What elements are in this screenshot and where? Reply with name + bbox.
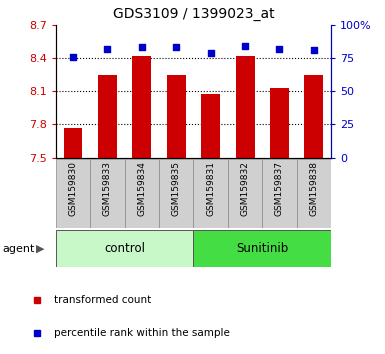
Bar bbox=[98, 75, 117, 158]
Text: percentile rank within the sample: percentile rank within the sample bbox=[54, 328, 230, 338]
Bar bbox=[270, 88, 289, 158]
Bar bbox=[262, 159, 297, 228]
Text: GSM159837: GSM159837 bbox=[275, 161, 284, 216]
Point bbox=[139, 45, 145, 50]
Bar bbox=[228, 159, 262, 228]
Text: GSM159833: GSM159833 bbox=[103, 161, 112, 216]
Text: control: control bbox=[104, 242, 145, 255]
Bar bbox=[305, 75, 323, 158]
Text: GSM159832: GSM159832 bbox=[241, 161, 249, 216]
Bar bbox=[194, 230, 331, 267]
Bar bbox=[194, 159, 228, 228]
Point bbox=[173, 45, 179, 50]
Text: ▶: ▶ bbox=[36, 244, 44, 254]
Text: GSM159835: GSM159835 bbox=[172, 161, 181, 216]
Point bbox=[276, 46, 283, 51]
Bar bbox=[159, 159, 194, 228]
Text: transformed count: transformed count bbox=[54, 296, 152, 306]
Point bbox=[104, 46, 110, 51]
Point bbox=[208, 50, 214, 56]
Text: GSM159834: GSM159834 bbox=[137, 161, 146, 216]
Title: GDS3109 / 1399023_at: GDS3109 / 1399023_at bbox=[113, 7, 274, 21]
Bar bbox=[236, 56, 254, 158]
Text: GSM159838: GSM159838 bbox=[310, 161, 318, 216]
Bar bbox=[132, 56, 151, 158]
Text: GSM159830: GSM159830 bbox=[69, 161, 77, 216]
Bar bbox=[167, 75, 186, 158]
Text: Sunitinib: Sunitinib bbox=[236, 242, 288, 255]
Text: GSM159831: GSM159831 bbox=[206, 161, 215, 216]
Bar bbox=[201, 95, 220, 158]
Bar bbox=[64, 128, 82, 158]
Point bbox=[311, 47, 317, 53]
Bar bbox=[297, 159, 331, 228]
Text: agent: agent bbox=[2, 244, 34, 254]
Bar bbox=[125, 159, 159, 228]
Point bbox=[70, 54, 76, 59]
Point bbox=[242, 43, 248, 49]
Bar bbox=[90, 159, 125, 228]
Bar bbox=[56, 230, 194, 267]
Bar bbox=[56, 159, 90, 228]
